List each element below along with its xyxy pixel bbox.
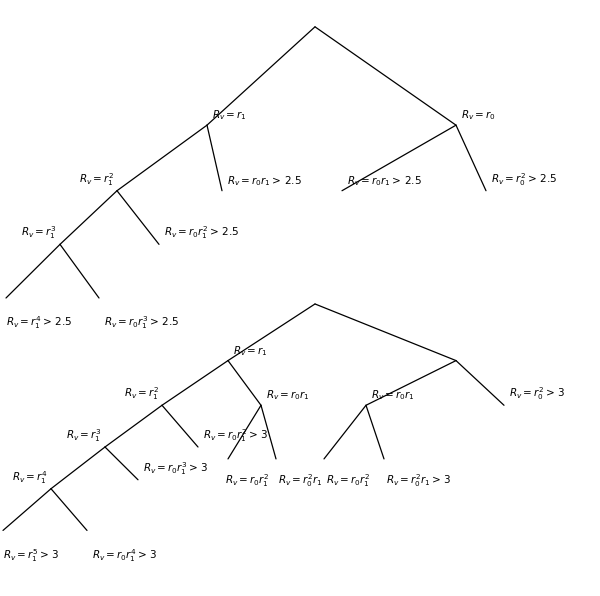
Text: $R_v = r_0r_1^4{>}\,3$: $R_v = r_0r_1^4{>}\,3$ — [92, 547, 157, 564]
Text: $R_v = r_1$: $R_v = r_1$ — [233, 344, 268, 358]
Text: $R_v = r_1^3$: $R_v = r_1^3$ — [22, 225, 57, 241]
Text: $R_v = r_0r_1^3{>}\,2.5$: $R_v = r_0r_1^3{>}\,2.5$ — [104, 315, 179, 331]
Text: $R_v = r_0r_1^2{>}\,2.5$: $R_v = r_0r_1^2{>}\,2.5$ — [164, 225, 239, 241]
Text: $R_v = r_1^3$: $R_v = r_1^3$ — [67, 427, 102, 444]
Text: $R_v = r_0r_1{>}\,2.5$: $R_v = r_0r_1{>}\,2.5$ — [227, 174, 302, 188]
Text: $R_v = r_0^2{>}\,3$: $R_v = r_0^2{>}\,3$ — [509, 386, 565, 402]
Text: $R_v = r_1^4{>}\,2.5$: $R_v = r_1^4{>}\,2.5$ — [6, 315, 73, 331]
Text: $R_v = r_0$: $R_v = r_0$ — [461, 108, 496, 122]
Text: $R_v = r_0r_1^2$: $R_v = r_0r_1^2$ — [326, 472, 371, 489]
Text: $R_v = r_1^5{>}\,3$: $R_v = r_1^5{>}\,3$ — [3, 547, 59, 564]
Text: $R_v = r_1^2$: $R_v = r_1^2$ — [124, 386, 159, 402]
Text: $R_v = r_0^2{>}\,2.5$: $R_v = r_0^2{>}\,2.5$ — [491, 171, 557, 188]
Text: $R_v = r_0r_1$: $R_v = r_0r_1$ — [371, 389, 415, 402]
Text: $R_v = r_0r_1$: $R_v = r_0r_1$ — [266, 389, 310, 402]
Text: $R_v = r_1^4$: $R_v = r_1^4$ — [13, 469, 48, 486]
Text: $R_v = r_0r_1^2{>}\,3$: $R_v = r_0r_1^2{>}\,3$ — [203, 427, 268, 444]
Text: $R_v = r_0^2r_1{>}\,3$: $R_v = r_0^2r_1{>}\,3$ — [386, 472, 452, 489]
Text: $R_v = r_0r_1^3{>}\,3$: $R_v = r_0r_1^3{>}\,3$ — [143, 460, 208, 477]
Text: $R_v = r_0r_1{>}\,2.5$: $R_v = r_0r_1{>}\,2.5$ — [347, 174, 422, 188]
Text: $R_v = r_0^2r_1$: $R_v = r_0^2r_1$ — [278, 472, 323, 489]
Text: $R_v = r_1^2$: $R_v = r_1^2$ — [79, 171, 114, 188]
Text: $R_v = r_0r_1^2$: $R_v = r_0r_1^2$ — [225, 472, 269, 489]
Text: $R_v = r_1$: $R_v = r_1$ — [212, 108, 247, 122]
